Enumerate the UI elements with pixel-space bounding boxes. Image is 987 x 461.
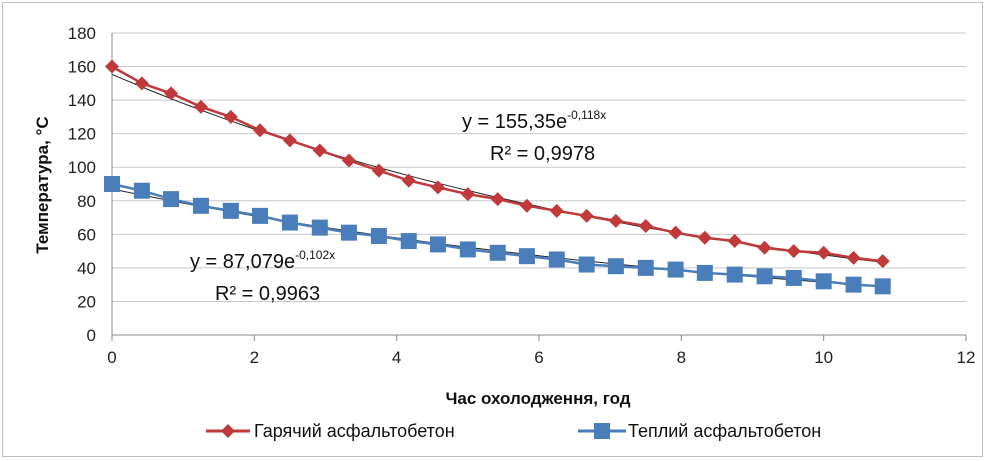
data-point-hot [846,250,861,265]
legend-label-warm: Теплий асфальтобетон [628,421,821,441]
trendline-equation-hot: y = 155,35e-0,118x [462,108,606,133]
data-point-hot [668,225,683,240]
data-point-hot [638,218,653,233]
data-point-warm [637,259,654,276]
data-point-hot [193,99,208,114]
x-tick-label: 12 [957,348,976,367]
x-tick-label: 4 [392,348,401,367]
data-point-hot [490,192,505,207]
axis-layer: 0 20 40 60 80 100 120 140 160 180 0 2 4 6 8 10 12 [68,24,976,367]
data-point-warm [163,191,180,208]
legend-item-hot: Гарячий асфальтобетон [206,421,455,441]
trendline-equation-hot-exponent: -0,118x [567,108,606,122]
y-tick-label: 60 [77,225,96,244]
series-layer [104,59,891,295]
data-point-warm [756,268,773,285]
data-point-hot [757,240,772,255]
data-point-warm [874,278,891,295]
svg-text:y = 155,35e-0,118x: y = 155,35e-0,118x [462,108,606,133]
x-tick-label: 10 [814,348,833,367]
data-point-warm [696,264,713,281]
legend-label-hot: Гарячий асфальтобетон [254,421,455,441]
data-point-warm [667,261,684,278]
data-point-hot [164,86,179,101]
y-tick-label: 120 [68,125,96,144]
y-tick-label: 140 [68,91,96,110]
data-point-hot [223,109,238,124]
trendline-equation-hot-base: y = 155,35e [462,111,567,133]
data-point-warm [489,244,506,261]
x-tick-label: 6 [534,348,543,367]
data-point-warm [785,269,802,286]
data-point-hot [519,198,534,213]
data-point-hot [430,180,445,195]
data-point-warm [429,236,446,253]
legend-marker-hot [221,424,235,438]
x-tick-label: 0 [107,348,116,367]
trendline-equation-warm-base: y = 87,079e [190,251,295,273]
data-point-warm [578,256,595,273]
y-tick-label: 180 [68,24,96,43]
data-point-hot [282,133,297,148]
data-point-hot [579,208,594,223]
data-point-warm [459,241,476,258]
y-tick-label: 20 [77,292,96,311]
trendline-equation-warm: y = 87,079e-0,102x [190,248,335,273]
data-point-hot [253,123,268,138]
y-tick-label: 160 [68,58,96,77]
data-point-hot [312,143,327,158]
trendline-r2-warm: R² = 0,9963 [215,283,320,305]
data-point-hot [549,203,564,218]
data-point-warm [607,258,624,275]
data-point-hot [608,213,623,228]
x-tick-label: 8 [677,348,686,367]
data-point-warm [252,207,269,224]
x-tick-label: 2 [250,348,259,367]
data-point-hot [341,153,356,168]
data-point-warm [340,224,357,241]
data-point-warm [133,182,150,199]
y-tick-label: 40 [77,259,96,278]
y-tick-label: 80 [77,192,96,211]
y-tick-label: 0 [87,326,96,345]
data-point-hot [460,187,475,202]
data-point-warm [192,197,209,214]
data-point-hot [134,76,149,91]
data-point-warm [104,176,120,192]
data-point-warm [845,276,862,293]
data-point-hot [697,230,712,245]
data-point-warm [400,233,417,250]
data-point-hot [816,245,831,260]
legend-marker-warm [594,423,610,439]
data-point-warm [726,266,743,283]
data-point-warm [281,214,298,231]
data-point-warm [815,273,832,290]
data-point-hot [875,254,890,269]
data-point-hot [727,234,742,249]
trendline-equation-warm-exponent: -0,102x [295,248,335,262]
y-axis-title: Температура, °С [33,116,52,253]
data-point-hot [371,163,386,178]
grid-layer [112,32,966,302]
trendline-r2-hot: R² = 0,9978 [490,143,595,165]
x-axis-title: Час охолодження, год [445,389,630,408]
data-point-warm [518,248,535,265]
data-point-warm [311,219,328,236]
legend: Гарячий асфальтобетон Теплий асфальтобет… [206,421,821,441]
legend-item-warm: Теплий асфальтобетон [578,421,821,441]
data-point-hot [401,173,416,188]
data-point-hot [786,244,801,259]
svg-text:y = 87,079e-0,102x: y = 87,079e-0,102x [190,248,335,273]
data-point-hot [105,59,119,74]
y-tick-label: 100 [68,158,96,177]
data-point-warm [222,202,239,219]
data-point-warm [548,251,565,268]
data-point-warm [370,228,387,245]
